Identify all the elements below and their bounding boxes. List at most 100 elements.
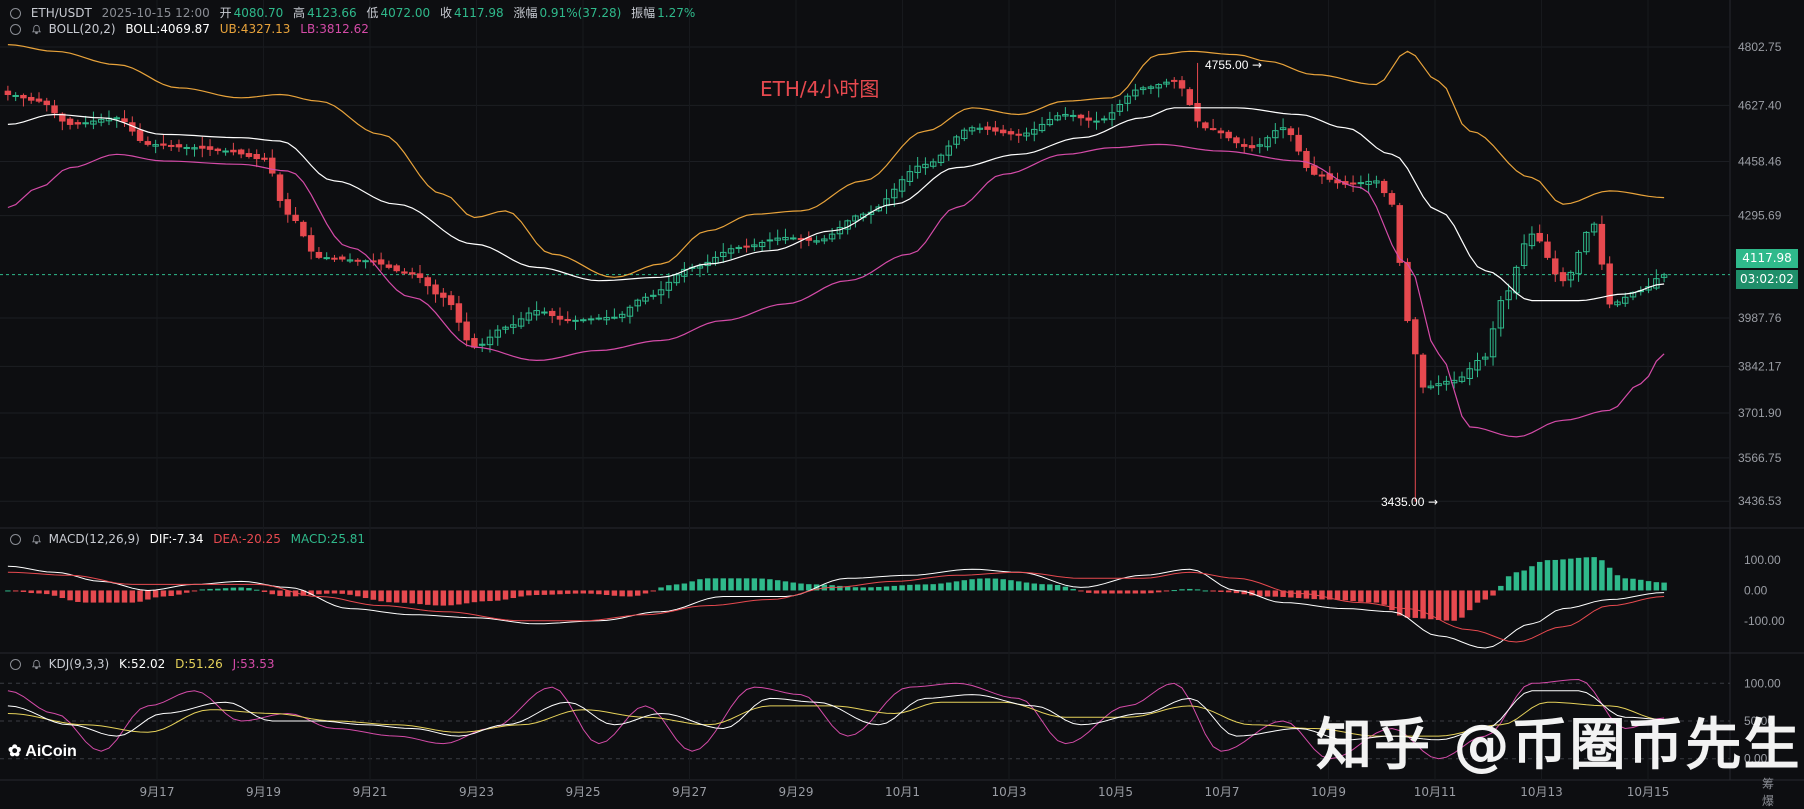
candle-up (580, 319, 587, 322)
macd-histogram-bar (673, 584, 680, 591)
macd-histogram-bar (106, 590, 112, 603)
candle-up (727, 248, 735, 254)
symbol-header: ETH/USDT 2025-10-15 12:00 开 4080.70 高 4123… (10, 4, 701, 21)
collapse-icon[interactable] (10, 659, 21, 670)
macd-histogram-bar (456, 590, 462, 605)
candle-down (1318, 174, 1326, 177)
macd-histogram-bar (308, 590, 314, 595)
candle-up (1435, 383, 1442, 387)
candle-up (929, 161, 937, 167)
time-tick-label: 9月17 (140, 785, 175, 799)
side-tool-labels[interactable]: 筹 爆 (1762, 777, 1785, 808)
macd-histogram-bar (953, 581, 960, 591)
candle-up (1427, 385, 1435, 389)
macd-histogram-bar (572, 590, 579, 594)
macd-histogram-bar (557, 590, 563, 595)
macd-histogram-bar (1070, 588, 1076, 591)
macd-histogram-bar (160, 590, 167, 597)
macd-histogram-bar (907, 584, 913, 591)
macd-histogram-bar (634, 590, 641, 596)
candle-up (782, 236, 789, 241)
macd-histogram-bar (510, 590, 517, 599)
macd-histogram-bar (1016, 581, 1022, 591)
macd-histogram-bar (1117, 590, 1123, 594)
alert-bell-icon[interactable] (31, 659, 42, 670)
low-marker: 3435.00 → (1381, 495, 1438, 509)
candle-down (424, 277, 431, 287)
candle-up (1583, 231, 1590, 253)
macd-histogram-bar (1575, 557, 1582, 591)
macd-histogram-bar (1661, 582, 1667, 591)
candle-down (1349, 182, 1357, 185)
macd-histogram-bar (98, 590, 104, 603)
macd-histogram-bar (339, 590, 345, 594)
candle-up (611, 316, 618, 319)
candle-up (587, 318, 595, 321)
candle-up (603, 316, 610, 321)
macd-pane (5, 557, 1667, 649)
macd-histogram-bar (1435, 590, 1442, 620)
candle-up (1357, 182, 1365, 185)
macd-histogram-bar (440, 590, 447, 606)
macd-histogram-bar (129, 590, 136, 603)
macd-histogram-bar (774, 580, 781, 591)
time-tick-label: 10月13 (1520, 785, 1563, 799)
boll-legend: BOLL(20,2) BOLL:4069.87 UB:4327.13 LB:38… (10, 22, 375, 36)
price-tick-label: 3566.75 (1738, 451, 1782, 465)
boll-middle-band (7, 107, 1665, 302)
macd-histogram-bar (1210, 590, 1216, 592)
macd-histogram-bar (704, 578, 711, 591)
macd-histogram-bar (463, 590, 470, 604)
candle-up (183, 146, 190, 149)
collapse-icon[interactable] (10, 8, 21, 19)
collapse-icon[interactable] (10, 24, 21, 35)
macd-histogram-bar (409, 590, 415, 604)
macd-histogram-bar (798, 583, 804, 591)
macd-histogram-bar (1482, 590, 1488, 600)
candle-down (59, 113, 66, 122)
macd-histogram-bar (300, 590, 307, 596)
macd-histogram-bar (67, 590, 73, 601)
macd-histogram-bar (1062, 586, 1069, 591)
low-marker-arrow: → (1428, 495, 1438, 509)
boll-lower-band (7, 143, 1665, 438)
macd-histogram-bar (728, 578, 734, 591)
candle-down (300, 221, 307, 237)
candle-up (525, 312, 533, 321)
macd-histogram-bar (743, 578, 750, 591)
macd-histogram-bar (1381, 590, 1387, 605)
macd-histogram-bar (1614, 575, 1621, 591)
collapse-icon[interactable] (10, 534, 21, 545)
macd-histogram-bar (681, 583, 688, 591)
candle-down (984, 126, 991, 130)
candle-down (237, 149, 245, 155)
time-tick-label: 10月9 (1311, 785, 1346, 799)
boll-mid-value: BOLL:4069.87 (125, 22, 210, 36)
macd-histogram-bar (1085, 590, 1092, 593)
macd-histogram-bar (1023, 582, 1030, 591)
macd-histogram-bar (852, 587, 859, 591)
macd-histogram-bar (378, 590, 384, 602)
alert-bell-icon[interactable] (31, 534, 42, 545)
price-tick-label: 4458.46 (1738, 155, 1782, 169)
candle-down (43, 100, 50, 106)
macd-histogram-bar (59, 590, 66, 599)
candle-up (642, 296, 649, 302)
alert-bell-icon[interactable] (31, 24, 42, 35)
candle-up (681, 268, 688, 277)
candle-down (548, 310, 556, 317)
candle-down (463, 321, 470, 341)
high-value: 4123.66 (307, 6, 357, 20)
candle-up (821, 238, 828, 242)
candle-down (1178, 80, 1186, 89)
macd-histogram-bar (1591, 557, 1597, 591)
candle-down (1412, 319, 1419, 355)
macd-histogram-bar (938, 583, 944, 591)
price-tick-label: 4802.75 (1738, 40, 1782, 54)
candle-down (1217, 130, 1225, 134)
candle-up (758, 241, 766, 248)
candle-down (1287, 128, 1295, 136)
macd-histogram-bar (844, 586, 851, 591)
open-value: 4080.70 (233, 6, 284, 20)
